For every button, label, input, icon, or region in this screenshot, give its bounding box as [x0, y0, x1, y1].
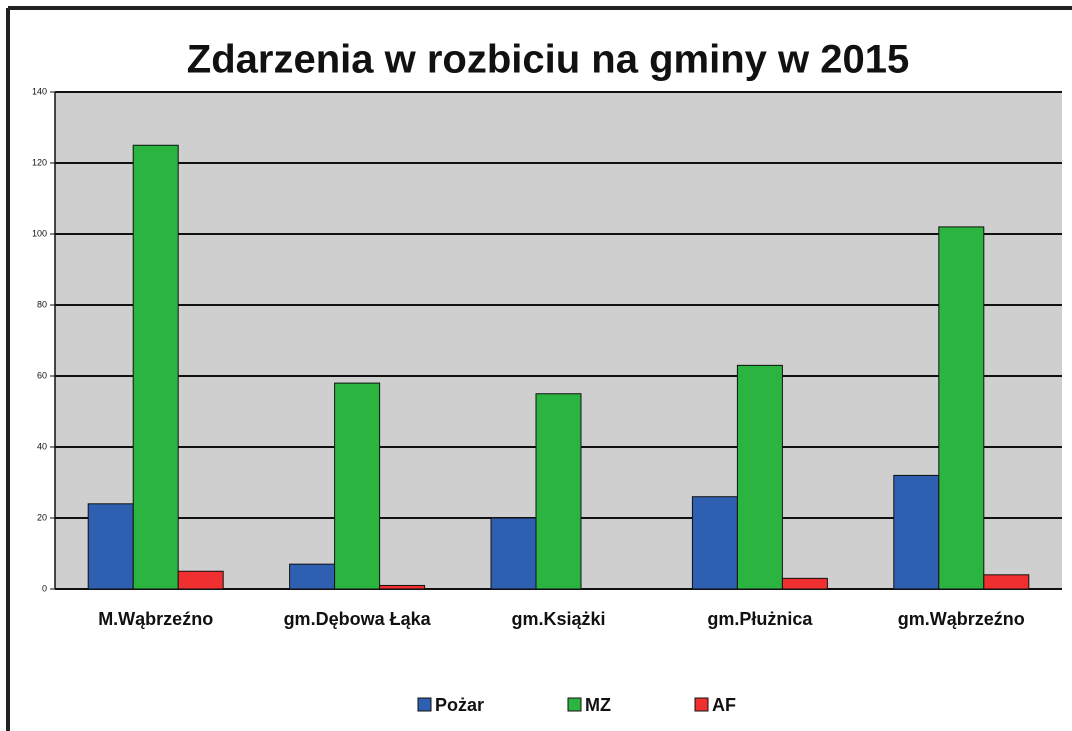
legend-label: AF — [712, 695, 736, 715]
bar — [87, 503, 134, 590]
legend-label: Pożar — [435, 695, 484, 715]
bar — [334, 382, 381, 590]
y-tick-label: 120 — [32, 157, 47, 167]
y-tick-label: 80 — [37, 299, 47, 309]
x-tick-label: gm.Książki — [511, 609, 605, 629]
bar — [983, 574, 1030, 590]
bar — [893, 474, 940, 590]
bar — [535, 393, 582, 590]
x-tick-label: gm.Płużnica — [707, 609, 813, 629]
y-tick-label: 40 — [37, 441, 47, 451]
chart-title: Zdarzenia w rozbiciu na gminy w 2015 — [187, 38, 909, 82]
bar — [736, 364, 783, 590]
legend-swatch — [567, 697, 582, 712]
y-tick-label: 100 — [32, 228, 47, 238]
x-tick-label: gm.Dębowa Łąka — [284, 609, 432, 629]
legend-swatch — [417, 697, 432, 712]
bar — [490, 517, 537, 590]
bar — [691, 496, 738, 590]
y-tick-label: 140 — [32, 86, 47, 96]
bar — [938, 226, 985, 590]
x-tick-label: gm.Wąbrzeźno — [898, 609, 1025, 629]
bar — [177, 570, 224, 590]
x-tick-label: M.Wąbrzeźno — [98, 609, 213, 629]
bar — [132, 144, 179, 590]
y-tick-label: 0 — [42, 583, 47, 593]
bar — [379, 584, 426, 590]
y-tick-label: 60 — [37, 370, 47, 380]
legend-swatch — [694, 697, 709, 712]
y-tick-label: 20 — [37, 512, 47, 522]
bar — [781, 577, 828, 590]
legend-label: MZ — [585, 695, 611, 715]
bar — [289, 563, 336, 590]
